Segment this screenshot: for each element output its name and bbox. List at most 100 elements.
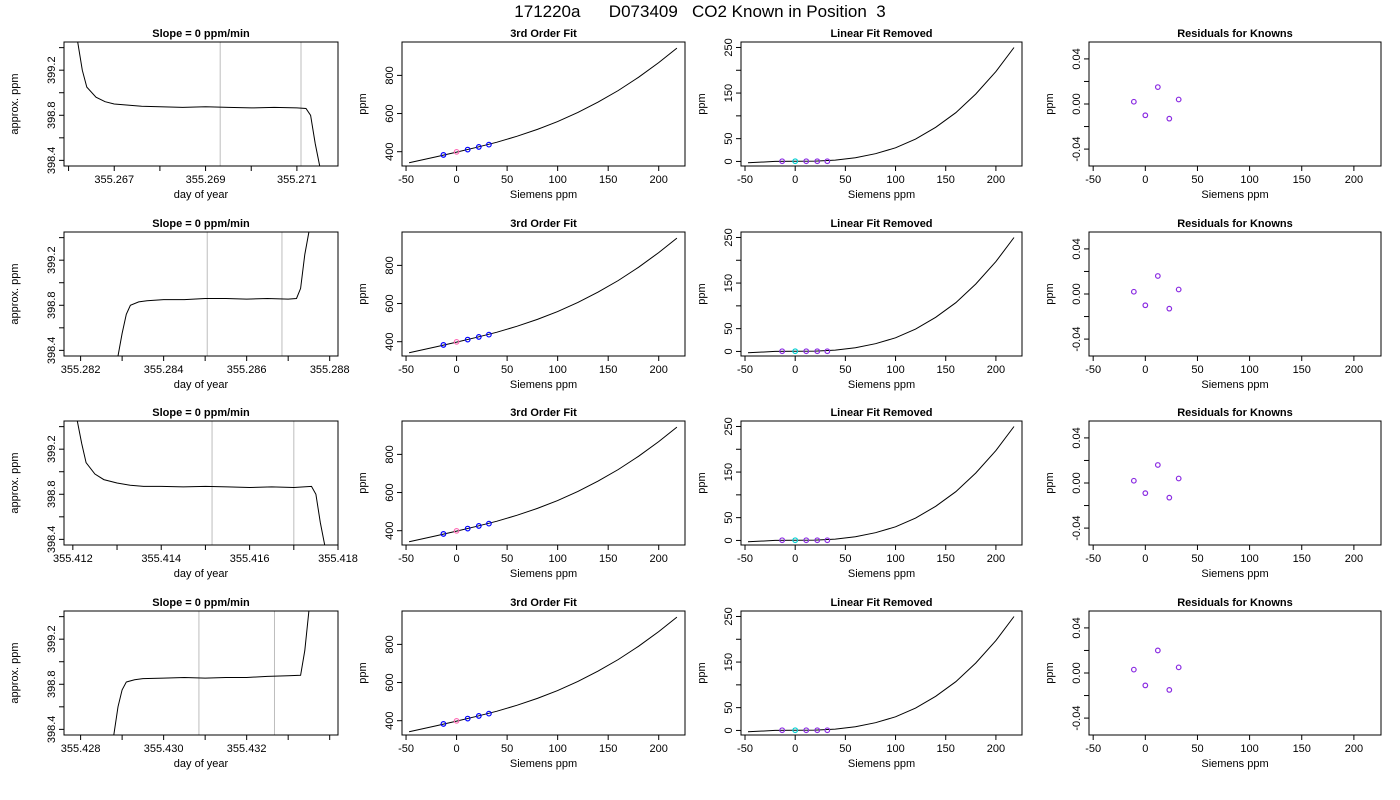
- data-point: [1130, 666, 1137, 673]
- panel-lin-row-0: Linear Fit Removed -50 0 50 100 150 200 0 50 150 2…: [696, 28, 1023, 201]
- x-tick-label: -50: [737, 174, 753, 186]
- data-point: [803, 348, 810, 355]
- panel-title: Linear Fit Removed: [830, 407, 932, 419]
- data-point: [464, 525, 471, 532]
- x-tick-label: 50: [1191, 553, 1203, 565]
- data-point: [1166, 305, 1173, 312]
- x-tick-label: -50: [737, 364, 753, 376]
- x-axis-label: day of year: [174, 568, 229, 580]
- y-axis-label: approx. ppm: [9, 263, 21, 324]
- y-tick-label: -0.04: [1071, 327, 1083, 352]
- x-tick-label: 200: [1345, 364, 1363, 376]
- x-tick-label: 50: [501, 364, 513, 376]
- y-tick-label: 600: [384, 483, 396, 501]
- x-tick-label: 0: [1142, 364, 1148, 376]
- panel-title: Slope = 0 ppm/min: [152, 218, 250, 230]
- fit-curve: [747, 426, 1015, 543]
- plot-frame: [63, 41, 339, 167]
- fit-curve: [747, 237, 1015, 354]
- y-tick-label: 0.00: [1071, 472, 1083, 493]
- data-point: [1175, 475, 1182, 482]
- series-line: [113, 611, 310, 735]
- plot-frame: [63, 610, 339, 736]
- data-point: [486, 141, 492, 148]
- plot-frame: [401, 610, 686, 736]
- panel-resid-row-0: Residuals for Knowns -50 0 50 100 150 200 -0.04…: [1044, 28, 1382, 201]
- y-axis-label: ppm: [1044, 93, 1056, 114]
- panel-lin-row-1: Linear Fit Removed -50 0 50 100 150 200 0 50 150 2…: [696, 218, 1023, 391]
- data-point: [803, 158, 810, 165]
- x-tick-label: 0: [1142, 743, 1148, 755]
- x-tick-label: 0: [792, 364, 798, 376]
- x-tick-label: 50: [839, 743, 851, 755]
- x-tick-label: 200: [987, 364, 1005, 376]
- x-tick-label: 200: [650, 553, 668, 565]
- data-point: [779, 348, 786, 355]
- fit-curve: [408, 616, 678, 733]
- data-point: [792, 348, 799, 355]
- data-point: [779, 537, 786, 544]
- data-point: [475, 713, 482, 719]
- data-point: [486, 520, 492, 527]
- x-tick-label: 355.416: [230, 553, 270, 565]
- data-point: [486, 331, 492, 338]
- y-axis-label: ppm: [1044, 283, 1056, 304]
- x-axis-label: day of year: [174, 379, 229, 391]
- x-tick-label: 355.286: [227, 364, 267, 376]
- panel-fit-row-3: 3rd Order Fit -50 0 50 100 150 200 400 600 800 Sie…: [357, 597, 686, 770]
- x-tick-label: 200: [1345, 743, 1363, 755]
- y-tick-label: 399.2: [46, 435, 58, 463]
- y-axis-label: ppm: [696, 283, 708, 304]
- data-point: [440, 531, 447, 537]
- y-tick-label: 800: [384, 445, 396, 463]
- panel-raw-row-0: Slope = 0 ppm/min 355.267 355.269 355.271 39…: [9, 28, 339, 201]
- y-tick-label: 0.04: [1071, 427, 1083, 448]
- x-axis-label: Siemens ppm: [510, 379, 577, 391]
- y-tick-label: 800: [384, 635, 396, 653]
- y-tick-label: 0.04: [1071, 617, 1083, 638]
- data-point: [453, 527, 460, 534]
- x-tick-label: 50: [839, 553, 851, 565]
- y-tick-label: 250: [723, 38, 735, 56]
- y-axis-label: ppm: [1044, 472, 1056, 493]
- x-tick-label: 50: [501, 553, 513, 565]
- panel-title: Slope = 0 ppm/min: [152, 28, 250, 40]
- x-tick-label: 50: [1191, 174, 1203, 186]
- y-tick-label: -0.04: [1071, 137, 1083, 162]
- x-tick-label: 100: [1240, 174, 1258, 186]
- y-tick-label: 150: [723, 463, 735, 481]
- x-tick-label: 355.432: [227, 743, 267, 755]
- plot-frame: [1088, 610, 1382, 736]
- panel-title: Linear Fit Removed: [830, 218, 932, 230]
- x-tick-label: 0: [454, 743, 460, 755]
- x-tick-label: 355.412: [53, 553, 93, 565]
- data-point: [1154, 273, 1161, 279]
- data-point: [440, 342, 447, 348]
- x-tick-label: 100: [1240, 553, 1258, 565]
- x-tick-label: 100: [548, 174, 566, 186]
- data-point: [803, 727, 810, 734]
- data-point: [1142, 682, 1149, 689]
- panel-resid-row-1: Residuals for Knowns -50 0 50 100 150 200 -0.04…: [1044, 218, 1382, 391]
- data-point: [475, 144, 482, 150]
- x-axis-label: Siemens ppm: [510, 189, 577, 201]
- x-tick-label: 0: [454, 553, 460, 565]
- x-tick-label: 150: [937, 553, 955, 565]
- y-tick-label: 150: [723, 653, 735, 671]
- plot-frame: [401, 41, 686, 167]
- data-point: [1142, 490, 1149, 497]
- panel-title: 3rd Order Fit: [510, 597, 577, 609]
- y-tick-label: 600: [384, 104, 396, 122]
- x-tick-label: 100: [886, 553, 904, 565]
- data-point: [814, 727, 821, 734]
- panel-lin-row-3: Linear Fit Removed -50 0 50 100 150 200 0 50 150 2…: [696, 597, 1023, 770]
- y-tick-label: 398.4: [46, 716, 58, 744]
- x-tick-label: 100: [1240, 364, 1258, 376]
- x-tick-label: 50: [501, 174, 513, 186]
- plot-frame: [401, 231, 686, 357]
- x-axis-label: Siemens ppm: [848, 568, 915, 580]
- data-point: [1154, 462, 1161, 468]
- data-point: [814, 158, 821, 165]
- x-tick-label: 200: [987, 553, 1005, 565]
- x-tick-label: 200: [987, 743, 1005, 755]
